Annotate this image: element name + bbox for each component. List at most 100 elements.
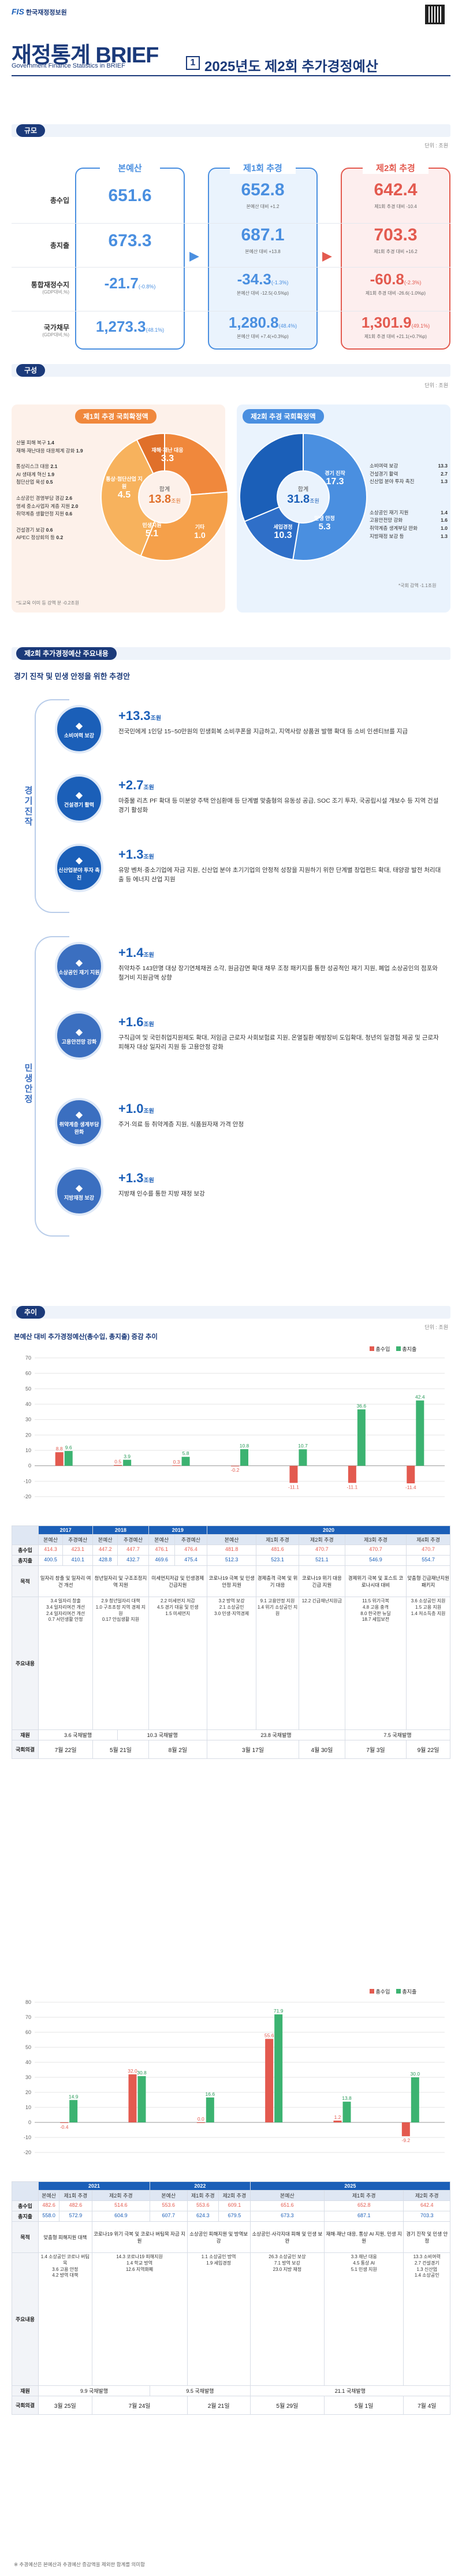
y-tick-label: 70 [25,2014,31,2020]
y-tick-label: 30 [25,1417,31,1423]
bar-expenditure [342,2102,351,2122]
section-bar-scale [12,124,450,137]
cell-revenue: 470.7 [344,1545,407,1556]
item-icon: ◆ 지방재정 보강 [55,1167,103,1216]
cell-pass-date: 7월 4일 [403,2396,450,2415]
cell-revenue: 553.6 [187,2200,219,2211]
donut-left [100,432,229,561]
col-base [75,168,185,350]
item-title: +1.4조원 [118,945,154,960]
item-icon: ◆ 건설경기 활력 [55,774,103,823]
cell-expenditure: 512.3 [207,1555,257,1566]
bar-revenue [289,1465,298,1483]
detail-line: 4.8 고용 충격 [362,1604,389,1610]
col-header: 추경예산 [117,1534,149,1545]
col-header: 본예산 [92,1534,118,1545]
detail-line: 3.6 고용 안정 [52,2266,79,2272]
row-sub-debt: (GDP대비,%) [42,332,69,337]
item-icon: ◆ 신산업분야 투자 촉진 [55,844,103,892]
bar-revenue [231,1465,239,1467]
detail-line: 18.7 세입보전 [362,1617,390,1623]
cell-detail: 11.5 위기극복 4.8 고용 충격 8.0 한국판 뉴딜 18.7 세입보전 [344,1597,407,1730]
item-icon: ◆ 취약계층 생계부담 완화 [55,1098,103,1146]
bar-expenditure [123,1460,132,1466]
corner-cell [12,1525,39,1545]
col-header: 추경예산 [174,1534,208,1545]
note-row: 건설경기 활력 2.7 [370,470,448,477]
cell-finance: 23.8 국채발행 [207,1729,345,1740]
year-header: 2021 [38,2181,151,2191]
bar-revenue [348,1465,356,1483]
value-cell: 1,280.8(48.4%) 본예산 대비 +7.4(+0.3%p) [228,314,297,339]
note-row: 신산업 분야 투자 촉진 1.3 [370,478,448,485]
y-tick-label: 80 [25,1999,31,2005]
cell-expenditure: 521.1 [298,1555,345,1566]
bar-label-expenditure: 10.8 [240,1443,249,1449]
cell-purpose: 재해·재난 대응, 통상 AI 지원, 민생 지원 [323,2221,404,2253]
detail-line: 8.0 한국판 뉴딜 [360,1610,391,1616]
item-badge-icon: ◆ [75,856,83,866]
col-header: 제1회 추경 [187,2190,219,2201]
bar-label-revenue: -9.2 [402,2137,411,2143]
y-tick-label: -10 [24,1478,31,1484]
row-label: 총수입 [12,2200,39,2211]
slice-label: 통상·첨단산업 지원 4.5 [106,476,143,500]
issue-title: 2025년도 제2회 추가경정예산 [204,59,378,75]
fis-logo-icon: FIS [12,7,24,16]
detail-line: 23.0 지방 재정 [273,2266,302,2272]
trend-heading: 본예산 대비 추가경정예산(총수입, 총지출) 증감 추이 [14,1334,158,1341]
col-header: 본예산 [249,2190,325,2201]
detail-line: 1.5 고용 지원 [415,1604,442,1610]
bar-expenditure [411,2077,419,2122]
bar-label-revenue: -11.1 [288,1484,299,1490]
cell-detail: 13.3 소비여력 2.7 건설경기 1.3 신산업 1.4 소상공인 [403,2252,450,2386]
y-tick-label: 50 [25,1386,31,1391]
cell-revenue: 482.6 [59,2200,92,2211]
year-header: 2022 [150,2181,251,2191]
detail-line: 3.4 일자리여건 개선 [46,1604,85,1610]
col-header: 제2회 추경 [91,2190,151,2201]
item-text: 마중물 리츠 PF 확대 등 미분양 주택 안심환매 등 단계별 맞춤형의 유동… [118,797,439,814]
note-row: 소비여력 보강 13.3 [370,463,448,469]
item-icon: ◆ 소상공인 재기 지원 [55,942,103,990]
slice-label: 민생지원 5.1 [142,522,162,539]
cell-pass-date: 7월 22일 [38,1740,94,1759]
detail-line: 2.4 일자리여건 개선 [46,1610,85,1616]
cell-revenue: 514.6 [91,2200,151,2211]
cell-purpose: 코로나19 위기 극복 및 코로나 버팀목 자금 지원 [91,2221,188,2253]
cell-revenue: 651.6 [249,2200,325,2211]
detail-line: 13.3 소비여력 [413,2254,441,2259]
cell-pass-date: 8월 2일 [148,1740,208,1759]
bar-revenue [172,1465,181,1466]
group-bracket-a [35,699,69,913]
value-cell: 1,273.3(48.1%) [95,318,165,335]
item-icon-label: 소비여력 보강 [64,732,95,738]
y-tick-label: 50 [25,2044,31,2050]
item-title: +1.0조원 [118,1101,154,1116]
bar-label-revenue: -0.2 [231,1467,240,1473]
cell-expenditure: 673.3 [249,2211,325,2222]
row-label-debt: 국가채무 [43,324,69,332]
donut-right-center: 합계 31.8조원 [287,487,319,506]
bar-revenue [196,2122,205,2123]
cell-expenditure: 432.7 [117,1555,149,1566]
row-label-expenditure: 총지출 [50,242,69,250]
cell-detail: 1.1 소상공인 방역 1.9 세입경정 [187,2252,251,2386]
bar-revenue [55,1452,64,1466]
col-header: 제1회 추경 [59,2190,92,2201]
row-label: 주요내용 [12,1597,39,1730]
item-icon-label: 신산업분야 투자 촉진 [58,867,100,881]
slice-label: 재해·재난 대응 3.3 [151,447,184,463]
cell-pass-date: 9월 22일 [406,1740,450,1759]
col-header: 제2회 추경 [218,2190,251,2201]
row-label: 주요내용 [12,2252,39,2386]
item-icon-label: 고용안전망 강화 [61,1038,97,1045]
donut-right [239,432,367,561]
note-row: AI 생태계 혁신 1.9 [16,471,55,477]
detail-line: 4.5 통상 AI [353,2260,375,2266]
donut-slice [136,432,165,474]
cell-expenditure: 679.5 [218,2211,251,2222]
detail-line: 2.9 청년일자리 대책 [101,1598,140,1603]
detail-line: 0.17 안심생활 지원 [102,1617,140,1623]
col-head-base: 본예산 [100,162,160,174]
